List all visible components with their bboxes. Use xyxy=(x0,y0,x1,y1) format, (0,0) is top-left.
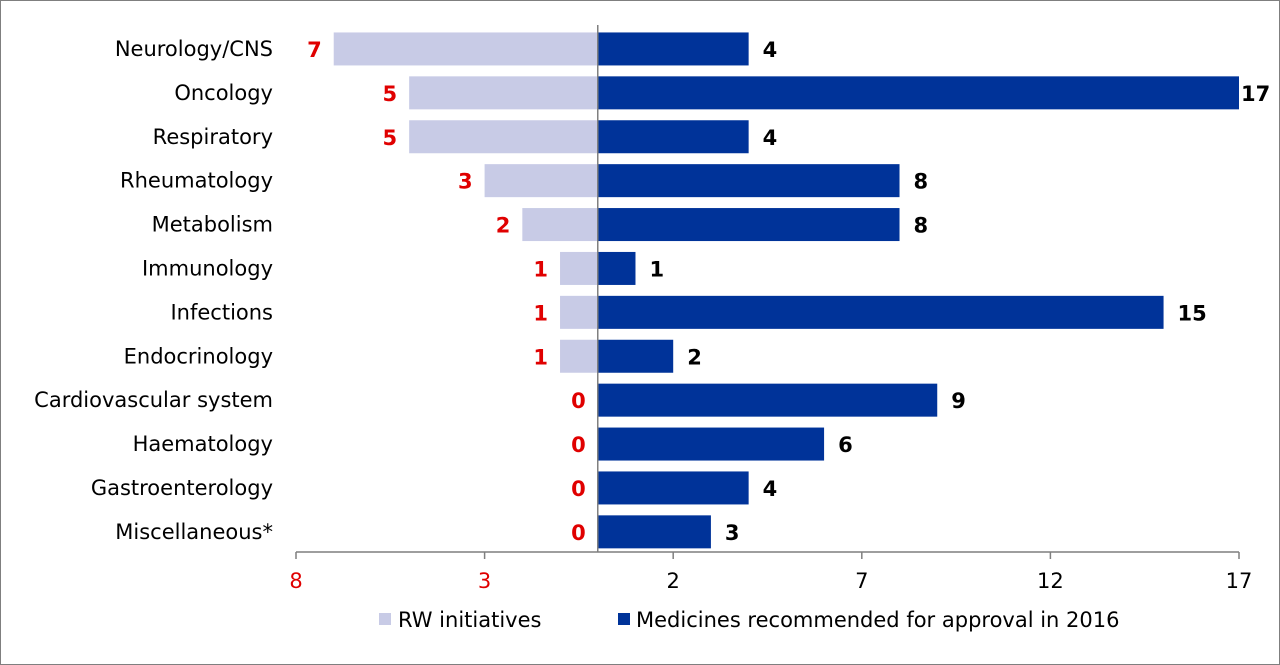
medicines-value-label: 4 xyxy=(763,38,778,62)
medicines-value-label: 1 xyxy=(649,257,664,281)
medicines-bar xyxy=(597,120,749,154)
category-label: Oncology xyxy=(174,81,273,105)
rw-initiatives-value-label: 0 xyxy=(571,477,586,501)
rw-initiatives-value-label: 0 xyxy=(571,433,586,457)
medicines-bar xyxy=(597,427,825,461)
legend-swatch-medicines xyxy=(618,613,630,625)
medicines-bar xyxy=(597,339,674,373)
medicines-value-label: 3 xyxy=(725,521,740,545)
medicines-value-label: 8 xyxy=(914,170,929,194)
rw-initiatives-value-label: 0 xyxy=(571,521,586,545)
category-label: Miscellaneous* xyxy=(115,520,273,544)
category-label: Infections xyxy=(170,300,273,324)
medicines-bar xyxy=(597,251,636,285)
medicines-value-label: 17 xyxy=(1241,82,1270,106)
medicines-bar xyxy=(597,471,749,505)
medicines-bar xyxy=(597,208,900,242)
rw-initiatives-value-label: 1 xyxy=(533,345,548,369)
category-label: Haematology xyxy=(133,432,273,456)
category-label: Neurology/CNS xyxy=(115,37,273,61)
x-tick-label: 2 xyxy=(667,569,680,593)
rw-initiatives-bar xyxy=(409,76,598,110)
medicines-bar xyxy=(597,76,1239,110)
medicines-bar xyxy=(597,515,711,549)
rw-initiatives-value-label: 0 xyxy=(571,389,586,413)
x-tick-label: 3 xyxy=(478,569,491,593)
legend-label-rw-initiatives: RW initiatives xyxy=(398,608,541,632)
medicines-value-label: 4 xyxy=(763,126,778,150)
medicines-value-label: 15 xyxy=(1178,301,1207,325)
value-labels: 7 45 175 43 82 81 11 151 20 90 60 40 3 xyxy=(307,38,1270,545)
medicines-value-label: 4 xyxy=(763,477,778,501)
rw-initiatives-bar xyxy=(484,164,598,198)
x-tick-label: 12 xyxy=(1037,569,1064,593)
category-label: Metabolism xyxy=(152,213,273,237)
category-labels: Neurology/CNS Oncology Respiratory Rheumato… xyxy=(34,37,273,544)
medicines-value-label: 6 xyxy=(838,433,853,457)
x-tick-label: 8 xyxy=(289,569,302,593)
rw-initiatives-value-label: 1 xyxy=(533,257,548,281)
rw-initiatives-bar xyxy=(560,295,598,329)
medicines-bar xyxy=(597,164,900,198)
medicines-value-label: 8 xyxy=(914,214,929,238)
medicines-value-label: 2 xyxy=(687,345,702,369)
legend-swatch-rw-initiatives xyxy=(379,613,391,625)
category-label: Respiratory xyxy=(153,125,273,149)
legend: RW initiatives Medicines recommended for … xyxy=(379,608,1119,632)
rw-initiatives-value-label: 1 xyxy=(533,301,548,325)
x-axis: 8 3 2 7 12 17 xyxy=(289,551,1253,593)
medicines-bar xyxy=(597,32,749,66)
rw-initiatives-bars xyxy=(333,32,598,373)
x-tick-label: 7 xyxy=(855,569,868,593)
rw-initiatives-bar xyxy=(522,208,598,242)
category-label: Immunology xyxy=(142,256,273,280)
category-label: Rheumatology xyxy=(120,169,273,193)
category-label: Gastroenterology xyxy=(91,476,273,500)
rw-initiatives-value-label: 5 xyxy=(383,82,398,106)
rw-initiatives-value-label: 2 xyxy=(496,214,511,238)
rw-initiatives-bar xyxy=(560,339,598,373)
rw-initiatives-value-label: 5 xyxy=(383,126,398,150)
medicines-bar xyxy=(597,295,1164,329)
category-label: Endocrinology xyxy=(124,344,273,368)
medicines-bar xyxy=(597,383,938,417)
rw-initiatives-bar xyxy=(409,120,598,154)
rw-initiatives-bar xyxy=(560,251,598,285)
rw-initiatives-bar xyxy=(333,32,598,66)
category-label: Cardiovascular system xyxy=(34,388,273,412)
medicines-value-label: 9 xyxy=(951,389,966,413)
x-tick-label: 17 xyxy=(1226,569,1253,593)
rw-initiatives-value-label: 7 xyxy=(307,38,322,62)
rw-initiatives-value-label: 3 xyxy=(458,170,473,194)
medicines-bars xyxy=(597,32,1239,549)
legend-label-medicines: Medicines recommended for approval in 20… xyxy=(636,608,1119,632)
